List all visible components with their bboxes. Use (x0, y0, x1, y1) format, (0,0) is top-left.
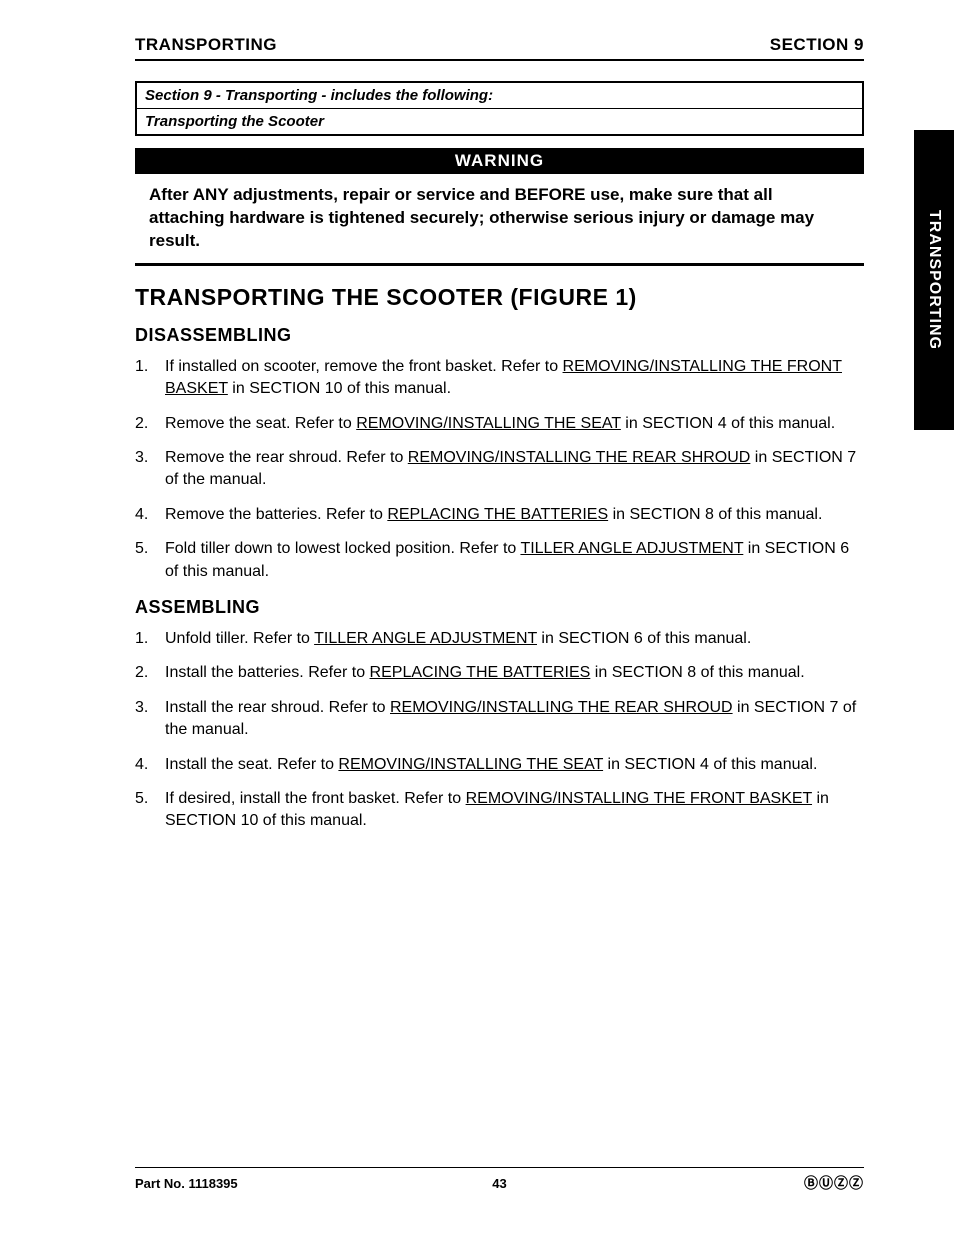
footer-logo: ⒷⓊⓏⓏ (804, 1173, 864, 1193)
warning-box: WARNING After ANY adjustments, repair or… (135, 148, 864, 266)
main-heading: TRANSPORTING THE SCOOTER (FIGURE 1) (135, 284, 864, 311)
cross-reference-link[interactable]: REPLACING THE BATTERIES (370, 664, 591, 681)
contents-item: Transporting the Scooter (137, 109, 862, 134)
cross-reference-link[interactable]: REMOVING/INSTALLING THE FRONT BASKET (165, 358, 842, 397)
side-tab-label: TRANSPORTING (925, 210, 943, 350)
assembling-heading: ASSEMBLING (135, 597, 864, 618)
list-item: 3.Remove the rear shroud. Refer to REMOV… (161, 447, 864, 492)
step-number: 3. (135, 697, 157, 719)
disassembling-list: 1.If installed on scooter, remove the fr… (135, 356, 864, 583)
step-number: 5. (135, 538, 157, 560)
page: TRANSPORTING SECTION 9 Section 9 - Trans… (0, 0, 954, 1235)
section-contents-box: Section 9 - Transporting - includes the … (135, 81, 864, 136)
step-number: 1. (135, 356, 157, 378)
side-tab: TRANSPORTING (914, 130, 954, 430)
assembling-list: 1.Unfold tiller. Refer to TILLER ANGLE A… (135, 628, 864, 833)
step-number: 4. (135, 504, 157, 526)
step-number: 2. (135, 413, 157, 435)
cross-reference-link[interactable]: TILLER ANGLE ADJUSTMENT (520, 540, 743, 557)
cross-reference-link[interactable]: REMOVING/INSTALLING THE REAR SHROUD (408, 449, 751, 466)
step-number: 2. (135, 662, 157, 684)
page-header: TRANSPORTING SECTION 9 (135, 35, 864, 61)
header-right: SECTION 9 (770, 35, 864, 55)
step-number: 3. (135, 447, 157, 469)
header-left: TRANSPORTING (135, 35, 277, 55)
list-item: 2.Install the batteries. Refer to REPLAC… (161, 662, 864, 684)
warning-body: After ANY adjustments, repair or service… (135, 174, 864, 266)
cross-reference-link[interactable]: REMOVING/INSTALLING THE SEAT (356, 415, 621, 432)
cross-reference-link[interactable]: REMOVING/INSTALLING THE SEAT (338, 756, 603, 773)
cross-reference-link[interactable]: REMOVING/INSTALLING THE REAR SHROUD (390, 699, 733, 716)
disassembling-heading: DISASSEMBLING (135, 325, 864, 346)
footer-part-number: Part No. 1118395 (135, 1176, 238, 1191)
list-item: 4.Install the seat. Refer to REMOVING/IN… (161, 754, 864, 776)
step-number: 5. (135, 788, 157, 810)
page-footer: Part No. 1118395 43 ⒷⓊⓏⓏ (135, 1167, 864, 1193)
list-item: 1.Unfold tiller. Refer to TILLER ANGLE A… (161, 628, 864, 650)
cross-reference-link[interactable]: REPLACING THE BATTERIES (387, 506, 608, 523)
list-item: 3.Install the rear shroud. Refer to REMO… (161, 697, 864, 742)
list-item: 1.If installed on scooter, remove the fr… (161, 356, 864, 401)
list-item: 4.Remove the batteries. Refer to REPLACI… (161, 504, 864, 526)
step-number: 4. (135, 754, 157, 776)
list-item: 5.If desired, install the front basket. … (161, 788, 864, 833)
step-number: 1. (135, 628, 157, 650)
cross-reference-link[interactable]: TILLER ANGLE ADJUSTMENT (314, 630, 537, 647)
warning-heading: WARNING (135, 148, 864, 174)
list-item: 2.Remove the seat. Refer to REMOVING/INS… (161, 413, 864, 435)
footer-page-number: 43 (492, 1176, 506, 1191)
list-item: 5.Fold tiller down to lowest locked posi… (161, 538, 864, 583)
contents-title: Section 9 - Transporting - includes the … (137, 83, 862, 109)
cross-reference-link[interactable]: REMOVING/INSTALLING THE FRONT BASKET (466, 790, 812, 807)
